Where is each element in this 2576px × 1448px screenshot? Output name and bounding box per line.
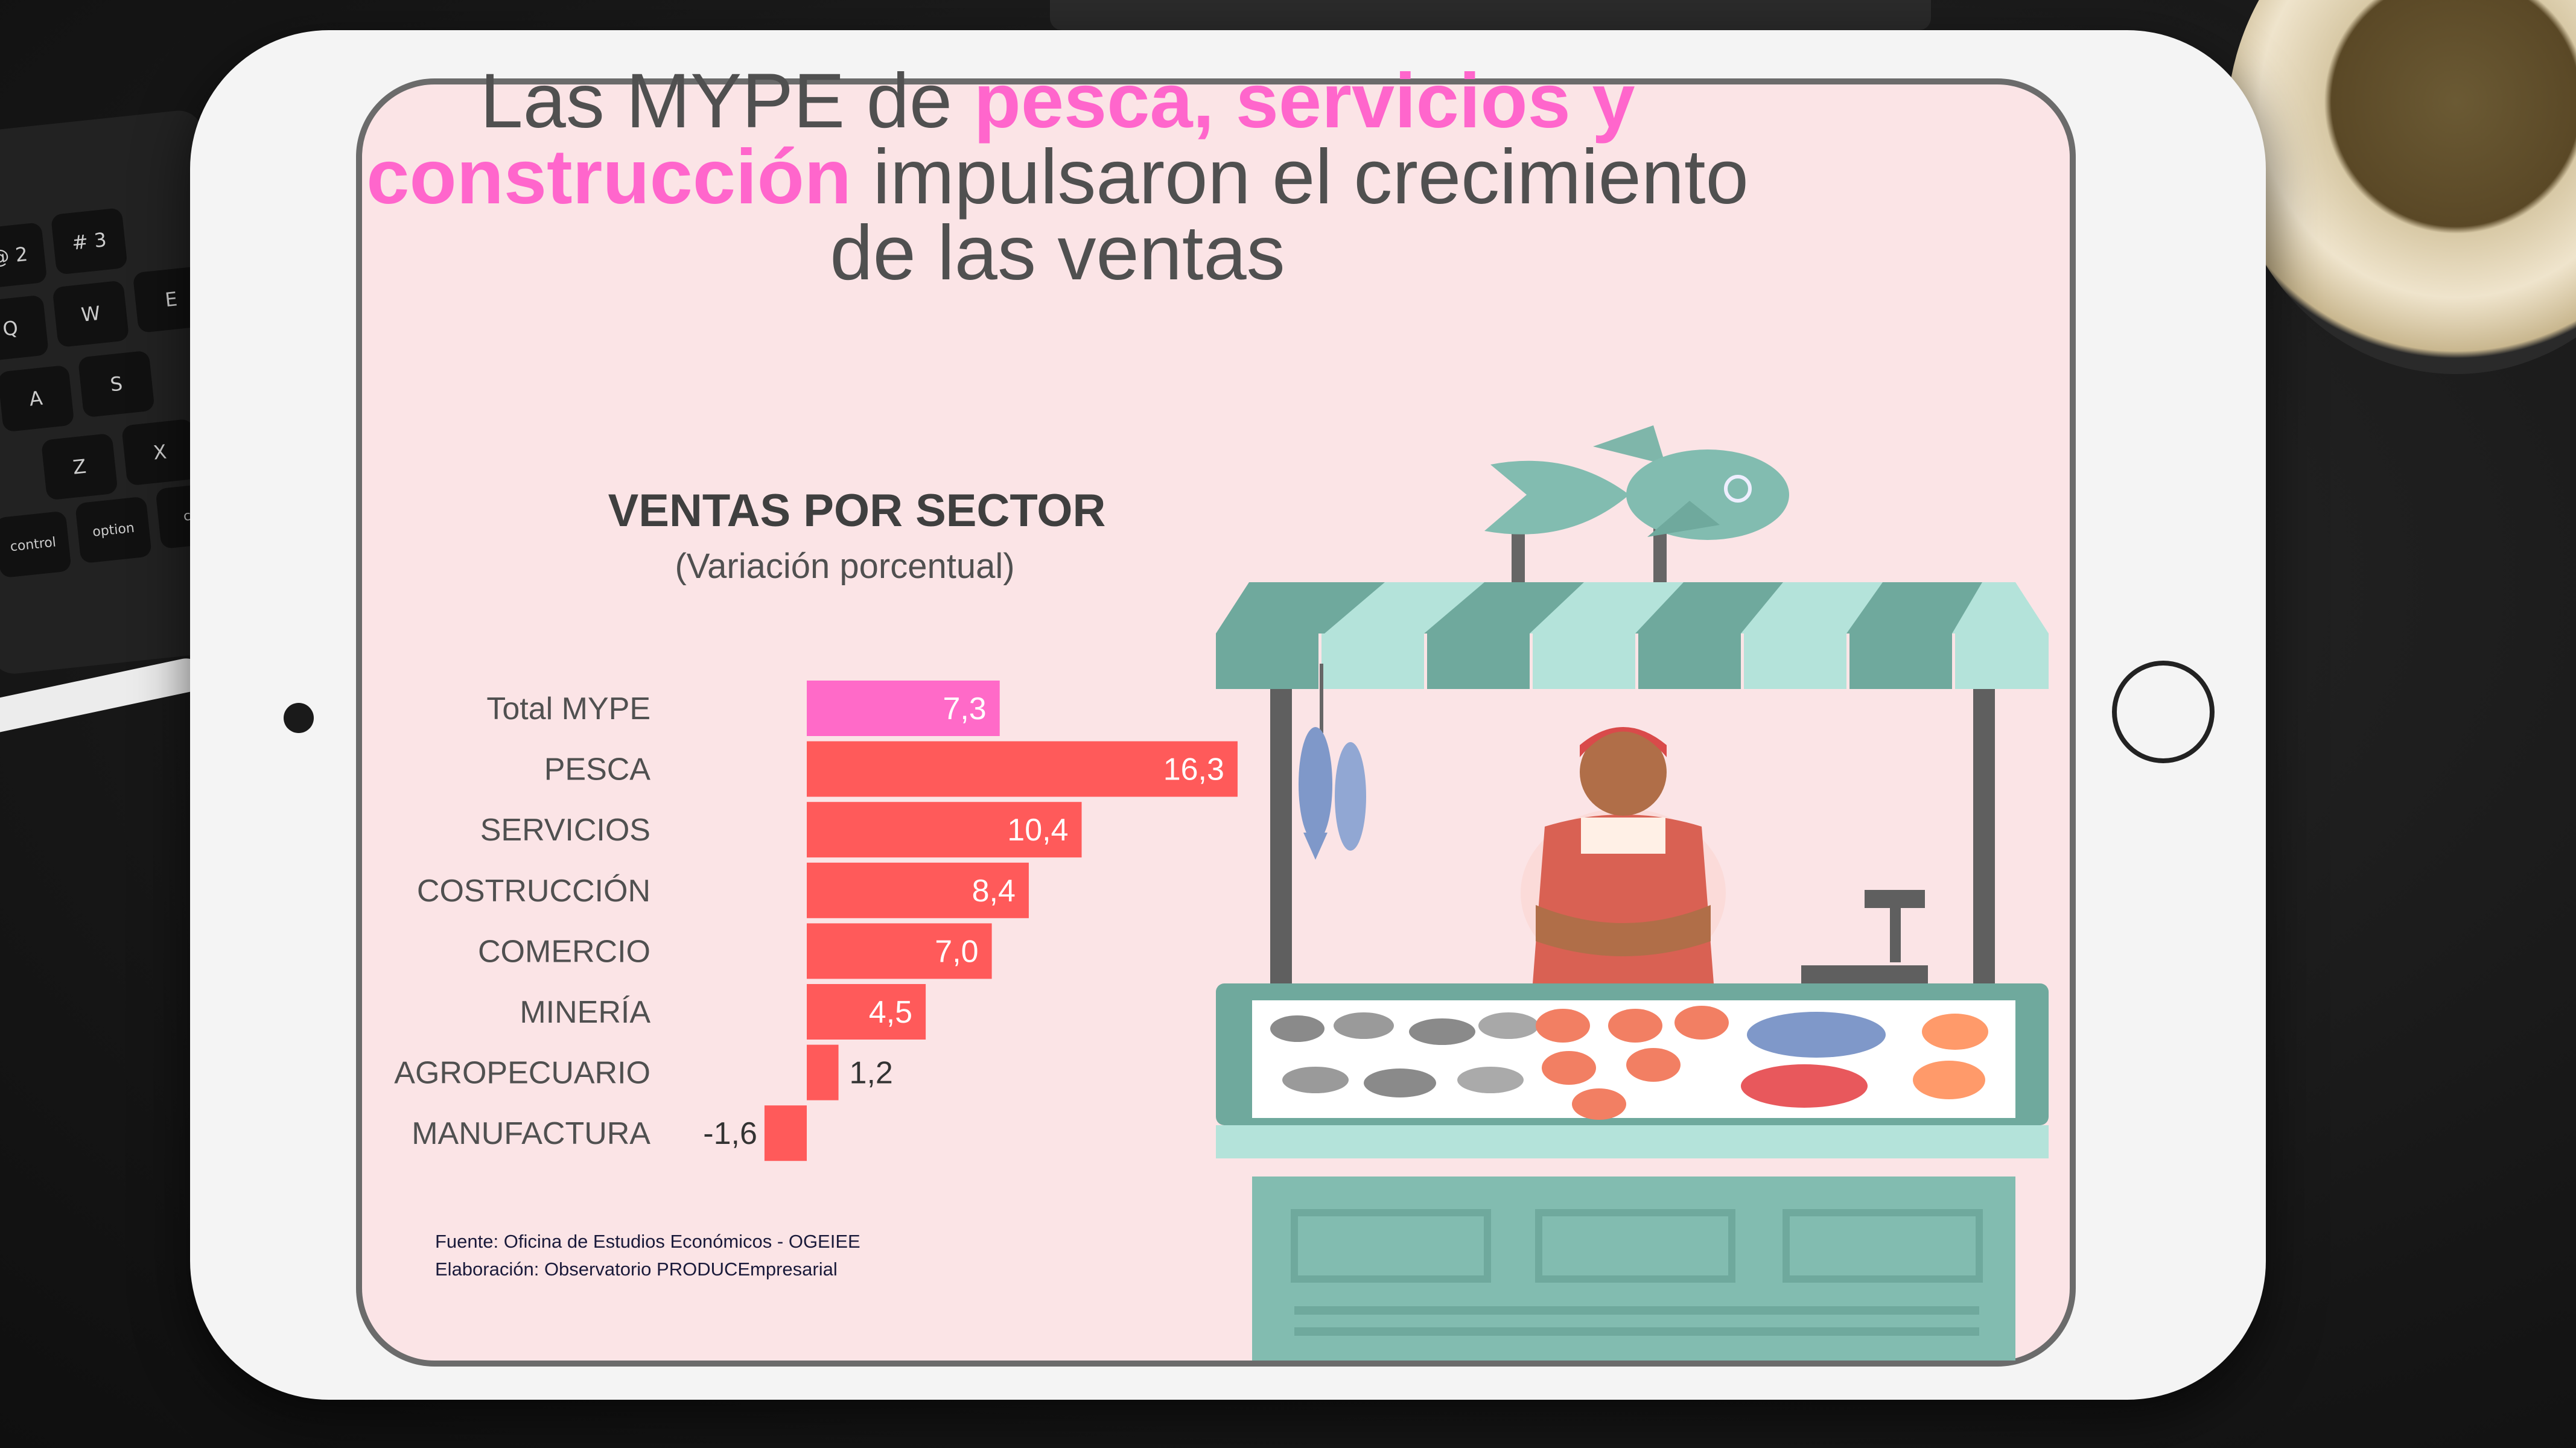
vendor-person	[1521, 727, 1726, 983]
value-label: 8,4	[972, 874, 1016, 909]
category-label: AGROPECUARIO	[394, 1056, 650, 1091]
fish-counter	[1216, 983, 2049, 1125]
bar-3	[807, 862, 1029, 918]
bar-7	[764, 1105, 807, 1161]
headline-line-1: Las MYPE de pesca, servicios y	[0, 63, 2115, 140]
headline-line-2: construcción impulsaron el crecimiento	[0, 139, 2115, 216]
headline-text: impulsaron el crecimiento	[851, 134, 1749, 220]
bar-1	[807, 741, 1238, 797]
scale-icon	[1801, 890, 1928, 983]
source-note: Fuente: Oficina de Estudios Económicos -…	[435, 1228, 860, 1283]
credit-line: Elaboración: Observatorio PRODUCEmpresar…	[435, 1259, 838, 1280]
value-label: 10,4	[1007, 813, 1068, 848]
category-label: MANUFACTURA	[412, 1116, 650, 1151]
value-label: 4,5	[869, 995, 912, 1030]
headline-line-3: de las ventas	[0, 215, 2115, 292]
counter-ledge	[1216, 1125, 2049, 1158]
stall-awning	[1216, 582, 2049, 689]
headline-text: de las ventas	[830, 210, 1285, 296]
counter-base	[1252, 1176, 2015, 1361]
value-label: 7,3	[943, 691, 986, 726]
bar-5	[807, 984, 926, 1040]
bar-0	[807, 681, 1000, 736]
chart-subtitle: (Variación porcentual)	[675, 547, 1015, 586]
bar-6	[807, 1044, 839, 1100]
headline-highlight: construcción	[366, 134, 851, 220]
stall-pole	[1270, 689, 1292, 985]
notebook	[1050, 0, 1931, 30]
headline: Las MYPE de pesca, servicios y construcc…	[0, 63, 2115, 292]
value-label: -1,6	[703, 1116, 757, 1151]
bar-4	[807, 923, 992, 979]
stall-pole	[1973, 689, 1995, 985]
category-label: MINERÍA	[520, 995, 650, 1030]
headline-text: Las MYPE de	[480, 58, 974, 144]
category-label: SERVICIOS	[480, 813, 650, 848]
chart-title: VENTAS POR SECTOR	[608, 485, 1106, 536]
category-label: COSTRUCCIÓN	[417, 874, 650, 909]
tablet-camera	[284, 703, 314, 733]
value-label: 16,3	[1163, 752, 1224, 787]
home-button[interactable]	[2112, 661, 2215, 763]
value-label: 7,0	[935, 934, 978, 969]
hanging-fish-icon	[1299, 664, 1366, 860]
source-line: Fuente: Oficina de Estudios Económicos -…	[435, 1231, 860, 1252]
roof-fish-icon	[1484, 425, 1789, 585]
category-label: PESCA	[544, 752, 651, 787]
bar-2	[807, 802, 1082, 858]
headline-highlight: pesca, servicios y	[973, 58, 1635, 144]
category-label: COMERCIO	[478, 934, 650, 969]
category-label: Total MYPE	[486, 691, 650, 726]
value-label: 1,2	[850, 1056, 893, 1091]
